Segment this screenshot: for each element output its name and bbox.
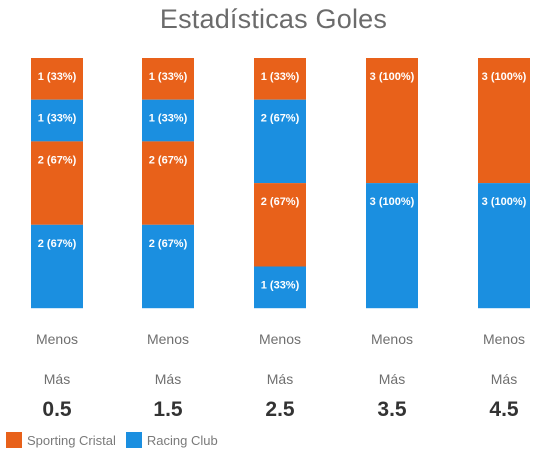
legend-item-sporting-cristal[interactable]: Sporting Cristal [6, 432, 116, 448]
legend: Sporting Cristal Racing Club [6, 432, 228, 448]
bar-segment-más-sporting-cristal-1.5[interactable] [142, 58, 194, 100]
category-caption: Más [491, 371, 517, 387]
legend-label-racing-club: Racing Club [146, 432, 218, 448]
bar-segment-más-racing-club-2.5[interactable] [254, 99, 306, 184]
category-caption: Más [155, 371, 181, 387]
bar-segment-menos-sporting-cristal-2.5[interactable] [254, 183, 306, 267]
chart-title: Estadísticas Goles [159, 4, 388, 34]
category-label: 2.5 [265, 398, 295, 421]
data-label: 2 (67%) [149, 238, 188, 250]
category-caption: Menos [483, 331, 525, 347]
bar-segment-menos-racing-club-2.5[interactable] [254, 266, 306, 309]
bar-segment-más-sporting-cristal-0.5[interactable] [31, 58, 83, 100]
bar-segment-menos-racing-club-1.5[interactable] [142, 224, 194, 309]
legend-item-racing-club[interactable]: Racing Club [125, 432, 218, 448]
category-label: 4.5 [489, 398, 519, 421]
bar-segment-menos-sporting-cristal-0.5[interactable] [31, 141, 83, 225]
data-label: 1 (33%) [38, 71, 77, 83]
data-label: 3 (100%) [482, 196, 527, 208]
data-label: 2 (67%) [261, 196, 300, 208]
legend-swatch-racing-club [125, 432, 142, 448]
legend-label-sporting-cristal: Sporting Cristal [27, 432, 116, 448]
category-caption: Más [379, 371, 405, 387]
category-caption: Más [44, 371, 70, 387]
category-caption: Menos [371, 331, 413, 347]
data-label: 2 (67%) [38, 154, 77, 166]
data-label: 1 (33%) [149, 71, 188, 83]
bar-segment-más-sporting-cristal-2.5[interactable] [254, 58, 306, 100]
category-caption: Más [267, 371, 293, 387]
category-caption: Menos [36, 331, 78, 347]
data-label: 1 (33%) [38, 113, 77, 125]
bar-segment-menos-sporting-cristal-4.5[interactable] [478, 58, 530, 184]
category-label: 0.5 [42, 398, 72, 421]
bar-segment-menos-racing-club-4.5[interactable] [478, 183, 530, 309]
category-label: 3.5 [377, 398, 407, 421]
data-label: 1 (33%) [261, 71, 300, 83]
data-label: 3 (100%) [370, 71, 415, 83]
bar-segment-menos-racing-club-3.5[interactable] [366, 183, 418, 309]
data-label: 1 (33%) [261, 280, 300, 292]
data-label: 3 (100%) [370, 196, 415, 208]
data-label: 2 (67%) [149, 154, 188, 166]
data-label: 1 (33%) [149, 113, 188, 125]
bar-segment-más-racing-club-1.5[interactable] [142, 99, 194, 142]
category-caption: Menos [259, 331, 301, 347]
data-label: 2 (67%) [38, 238, 77, 250]
category-label: 1.5 [153, 398, 183, 421]
category-caption: Menos [147, 331, 189, 347]
bar-segment-menos-sporting-cristal-3.5[interactable] [366, 58, 418, 184]
bar-segment-menos-racing-club-0.5[interactable] [31, 224, 83, 309]
legend-swatch-sporting-cristal [6, 432, 22, 448]
bar-segment-más-racing-club-0.5[interactable] [31, 99, 83, 142]
stacked-bar-chart: 1 (33%) 1 (33%) 2 (67%) 2 (67%) Menos Más 0.5 1… [31, 58, 530, 421]
bar-segment-menos-sporting-cristal-1.5[interactable] [142, 141, 194, 225]
data-label: 2 (67%) [261, 113, 300, 125]
data-label: 3 (100%) [482, 71, 527, 83]
